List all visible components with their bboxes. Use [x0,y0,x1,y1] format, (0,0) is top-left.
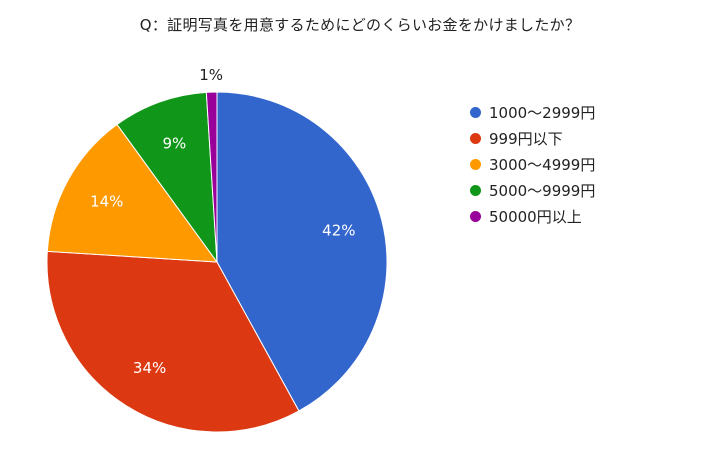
legend-dot-icon [470,106,481,118]
pie-slice-3 [46,123,219,263]
legend-label: 999円以下 [489,129,563,148]
chart-title: Q：証明写真を用意するためにどのくらいお金をかけましたか？ [139,16,581,34]
pie-slice-1 [216,91,388,412]
legend: 1000〜2999円 999円以下 3000〜4999円 5000〜9999円 5000… [470,99,595,229]
slice-label-4: 9% [162,135,186,153]
slice-label-1: 42% [322,222,355,240]
slice-label-5: 1% [199,66,223,84]
legend-dot-icon [470,184,481,196]
legend-item-3: 3000〜4999円 [470,151,595,177]
slice-label-3: 14% [90,192,123,210]
legend-item-2: 999円以下 [470,125,595,151]
slice-label-2: 34% [133,359,166,377]
legend-item-1: 1000〜2999円 [470,99,595,125]
pie-slice-4 [116,91,218,264]
legend-item-4: 5000〜9999円 [470,177,595,203]
legend-label: 50000円以上 [489,207,582,226]
pie-slice-2 [46,250,300,433]
pie-slice-5 [205,91,218,263]
legend-label: 3000〜4999円 [489,155,596,174]
legend-label: 1000〜2999円 [489,103,596,122]
legend-item-5: 50000円以上 [470,203,595,229]
legend-dot-icon [470,132,481,144]
legend-label: 5000〜9999円 [489,181,596,200]
legend-dot-icon [470,158,481,170]
legend-dot-icon [470,210,481,222]
